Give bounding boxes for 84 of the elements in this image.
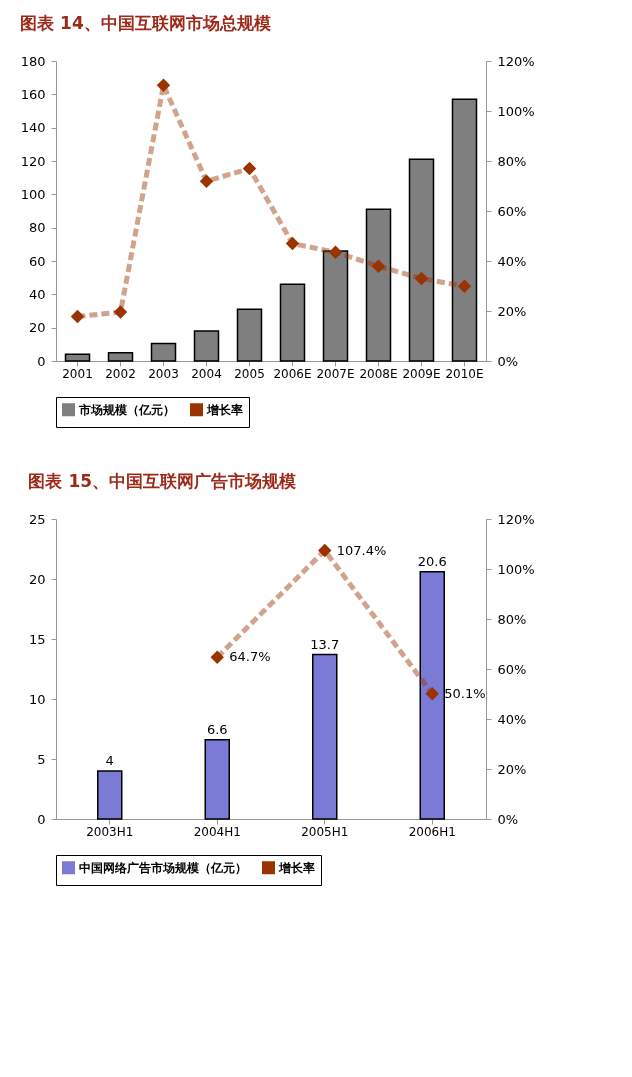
y-tick-label: 15	[28, 631, 46, 647]
point	[328, 245, 343, 259]
y2-tick-label: 40%	[497, 711, 527, 727]
bar	[451, 98, 478, 362]
y-tick-label: 160	[20, 86, 46, 102]
y2-tick-label: 120%	[497, 53, 535, 69]
y2-tick-label: 40%	[497, 253, 527, 269]
bar	[408, 158, 435, 362]
bar	[97, 770, 123, 820]
point	[371, 259, 386, 273]
y2-tick-label: 100%	[497, 561, 535, 577]
y-tick-label: 20	[28, 571, 46, 587]
point	[199, 174, 214, 188]
bar	[312, 653, 338, 820]
y2-tick-label: 80%	[497, 611, 527, 627]
x-tick-label: 2002	[105, 366, 136, 381]
y2-tick-label: 120%	[497, 511, 535, 527]
bar	[150, 342, 177, 362]
x-tick-label: 2001	[62, 366, 93, 381]
point	[285, 236, 300, 251]
chart-title: 图表 14、中国互联网市场总规模	[20, 13, 271, 33]
point	[425, 687, 439, 701]
y-tick-label: 120	[20, 153, 46, 169]
legend-label: 增长率	[278, 860, 315, 875]
x-tick-label: 2004H1	[193, 824, 241, 839]
point	[414, 271, 429, 286]
point	[210, 650, 224, 664]
x-tick-label: 2006H1	[408, 824, 456, 839]
x-tick-label: 2004	[191, 366, 222, 381]
bar	[204, 739, 230, 820]
bar	[365, 208, 392, 362]
bar	[322, 250, 349, 362]
y-tick-label: 40	[28, 286, 46, 302]
point	[113, 305, 128, 319]
point	[457, 279, 472, 293]
y2-tick-label: 100%	[497, 103, 535, 119]
y-tick-label: 0	[37, 353, 46, 369]
x-tick-label: 2008E	[359, 366, 398, 381]
x-tick-label: 2003	[148, 366, 179, 381]
y2-tick-label: 20%	[497, 761, 527, 777]
y-tick-label: 140	[20, 120, 46, 136]
y-tick-label: 20	[28, 320, 46, 336]
data-label: 50.1%	[444, 685, 486, 701]
point	[242, 161, 257, 176]
y2-tick-label: 60%	[497, 661, 527, 677]
bar	[193, 330, 220, 362]
legend-label: 市场规模（亿元）	[78, 402, 175, 417]
x-tick-label: 2006E	[273, 366, 312, 381]
y-tick-label: 80	[28, 220, 46, 236]
x-tick-label: 2005H1	[301, 824, 349, 839]
y-tick-label: 5	[37, 751, 46, 767]
y2-tick-label: 0%	[497, 353, 519, 369]
x-tick-label: 2010E	[445, 366, 484, 381]
data-label: 107.4%	[336, 542, 387, 558]
data-label: 6.6	[206, 721, 228, 737]
point	[318, 543, 332, 558]
y2-tick-label: 60%	[497, 203, 527, 219]
chart-title: 图表 15、中国互联网广告市场规模	[28, 471, 297, 491]
legend-label: 中国网络广告市场规模（亿元）	[79, 860, 247, 875]
bar	[279, 283, 306, 362]
bar	[64, 353, 91, 362]
data-label: 13.7	[310, 636, 340, 652]
bar	[107, 351, 134, 362]
point	[156, 78, 171, 92]
y-tick-label: 180	[20, 53, 46, 69]
y2-tick-label: 0%	[497, 811, 519, 827]
y-tick-label: 0	[37, 811, 46, 827]
bar	[236, 308, 263, 362]
x-tick-label: 2007E	[316, 366, 355, 381]
y2-tick-label: 80%	[497, 153, 527, 169]
x-tick-label: 2009E	[402, 366, 441, 381]
y-tick-label: 10	[28, 691, 46, 707]
point	[70, 309, 85, 324]
y-tick-label: 100	[20, 186, 46, 202]
x-tick-label: 2005	[234, 366, 265, 381]
bar	[419, 571, 445, 820]
y-tick-label: 25	[28, 511, 46, 527]
y2-tick-label: 20%	[497, 303, 527, 319]
data-label: 4	[105, 753, 114, 768]
x-tick-label: 2003H1	[86, 824, 134, 839]
y-tick-label: 60	[28, 253, 46, 269]
legend-label: 增长率	[206, 402, 243, 417]
data-label: 64.7%	[229, 649, 271, 665]
data-label: 20.6	[417, 553, 447, 569]
